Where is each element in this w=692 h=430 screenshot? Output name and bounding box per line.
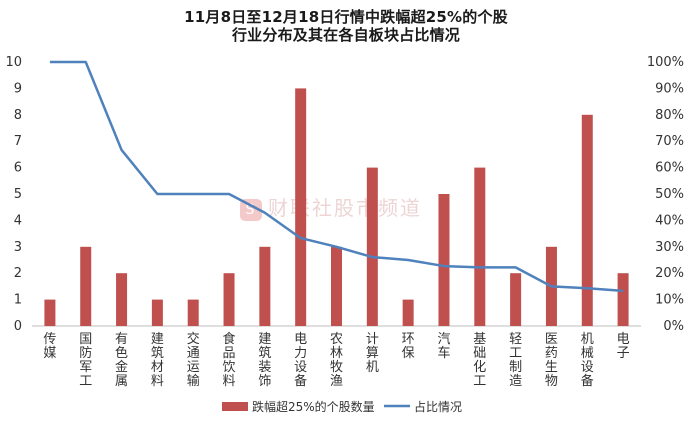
y-right-tick-label: 50% (655, 187, 684, 202)
y-right-tick-label: 30% (655, 240, 684, 255)
x-category-label: 基础化工 (473, 332, 486, 389)
y-right-tick-label: 80% (655, 108, 684, 123)
bar (438, 194, 450, 326)
bar (331, 246, 342, 326)
x-category-label: 机械设备 (581, 332, 594, 389)
y-right-tick-label: 60% (655, 161, 684, 176)
x-category-label: 电子 (617, 332, 630, 361)
legend-bar-label: 跌幅超25%的个股数量 (252, 399, 375, 414)
y-left-tick-label: 6 (14, 161, 22, 176)
x-category-label: 建筑材料 (151, 332, 164, 389)
y-right-tick-label: 100% (647, 55, 684, 70)
bar (366, 167, 378, 326)
y-left-tick-label: 8 (14, 108, 22, 123)
x-category-label: 农林牧渔 (330, 332, 343, 389)
y-right-tick-label: 20% (655, 266, 684, 281)
y-right-tick-label: 70% (655, 134, 684, 149)
chart-title-line-1: 11月8日至12月18日行情中跌幅超25%的个股 (184, 8, 508, 26)
x-category-label: 传媒 (43, 332, 56, 361)
x-category-label: 计算机 (366, 332, 379, 375)
bar (151, 299, 163, 326)
x-category-label: 医药生物 (545, 332, 558, 389)
y-left-tick-label: 10 (5, 55, 22, 70)
y-left-tick-label: 4 (14, 213, 22, 228)
x-category-label: 轻工制造 (509, 332, 522, 389)
bar (116, 273, 128, 326)
x-category-label: 汽车 (437, 332, 450, 361)
y-right-tick-label: 40% (655, 213, 684, 228)
x-category-label: 环保 (402, 332, 415, 361)
bar (223, 273, 235, 326)
x-category-label: 电力设备 (294, 332, 307, 389)
x-category-label: 食品饮料 (223, 331, 236, 389)
bar (402, 299, 414, 326)
y-left-tick-label: 3 (14, 240, 22, 255)
y-right-tick-label: 90% (655, 81, 684, 96)
y-left-tick-label: 5 (14, 187, 22, 202)
y-right-tick-label: 10% (655, 293, 684, 308)
bar (80, 246, 92, 326)
bar (44, 299, 56, 326)
bar (295, 88, 307, 327)
legend-bar-swatch (222, 402, 248, 411)
y-left-tick-label: 7 (14, 134, 22, 149)
bar (187, 299, 199, 326)
bar (510, 273, 522, 326)
y-left-tick-label: 9 (14, 81, 22, 96)
chart-title-line-2: 行业分布及其在各自板块占比情况 (231, 26, 460, 44)
y-left-tick-label: 0 (14, 319, 22, 334)
y-left-tick-label: 1 (14, 293, 22, 308)
bar (259, 246, 271, 326)
bar (617, 273, 629, 326)
legend-line-label: 占比情况 (414, 399, 462, 414)
bar (581, 114, 593, 326)
x-category-label: 国防军工 (79, 332, 92, 389)
x-category-label: 交通运输 (187, 331, 200, 389)
y-left-tick-label: 2 (14, 266, 22, 281)
bar (474, 167, 486, 326)
x-category-label: 建筑装饰 (258, 332, 271, 389)
y-right-tick-label: 0% (663, 319, 684, 334)
x-category-label: 有色金属 (115, 332, 128, 389)
